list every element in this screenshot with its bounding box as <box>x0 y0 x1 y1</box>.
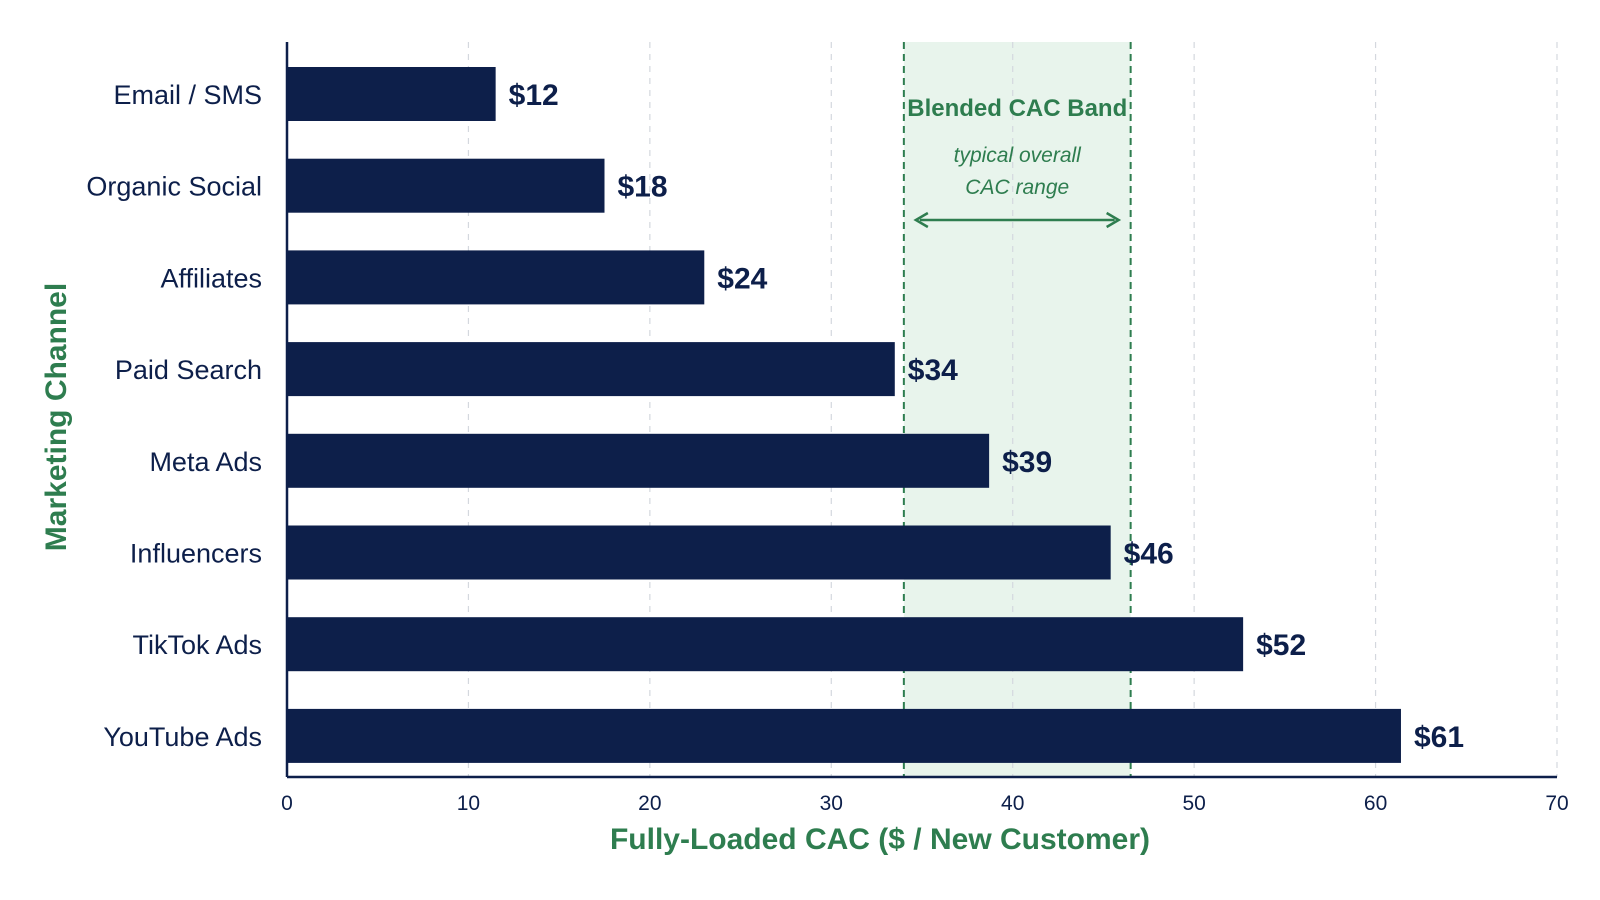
value-label: $34 <box>908 354 958 387</box>
x-tick-label: 0 <box>281 792 293 815</box>
category-label: Meta Ads <box>149 447 262 477</box>
y-axis-title: Marketing Channel <box>40 283 73 551</box>
value-label: $61 <box>1414 721 1464 754</box>
value-label: $39 <box>1002 446 1052 479</box>
category-label: TikTok Ads <box>132 630 262 660</box>
category-label: Influencers <box>130 539 262 569</box>
bar <box>287 67 496 121</box>
category-label: Email / SMS <box>113 80 262 110</box>
x-tick-label: 20 <box>638 792 661 815</box>
x-tick-label: 70 <box>1545 792 1568 815</box>
cac-band-arrow-left-head <box>913 211 929 229</box>
category-label: YouTube Ads <box>103 722 262 752</box>
x-tick-label: 30 <box>820 792 843 815</box>
value-label: $24 <box>717 262 767 295</box>
value-label: $52 <box>1256 629 1306 662</box>
cac-band-arrow-right-head <box>1106 211 1122 229</box>
value-label: $18 <box>618 171 668 204</box>
category-label: Paid Search <box>115 355 262 385</box>
x-tick-label: 40 <box>1001 792 1024 815</box>
x-tick-label: 10 <box>457 792 480 815</box>
bar <box>287 433 990 488</box>
bar <box>287 708 1401 763</box>
bar <box>287 250 705 305</box>
cac-band-subtitle-line: typical overall <box>954 144 1083 167</box>
x-axis-title: Fully-Loaded CAC ($ / New Customer) <box>610 823 1150 856</box>
cac-band-subtitle-line: CAC range <box>965 176 1069 199</box>
x-tick-label: 60 <box>1364 792 1387 815</box>
cac-band-title: Blended CAC Band <box>907 95 1127 122</box>
bar-layer <box>287 67 1401 763</box>
x-tick-label: 50 <box>1182 792 1205 815</box>
label-layer: Blended CAC Band typical overall CAC range… <box>86 79 1568 815</box>
value-label: $12 <box>509 79 559 112</box>
bar <box>287 525 1111 580</box>
bar <box>287 342 895 397</box>
value-label: $46 <box>1124 538 1174 571</box>
category-label: Affiliates <box>160 263 262 293</box>
bar <box>287 158 605 213</box>
bar <box>287 617 1244 672</box>
category-label: Organic Social <box>86 172 262 202</box>
axis-layer <box>285 42 1557 779</box>
